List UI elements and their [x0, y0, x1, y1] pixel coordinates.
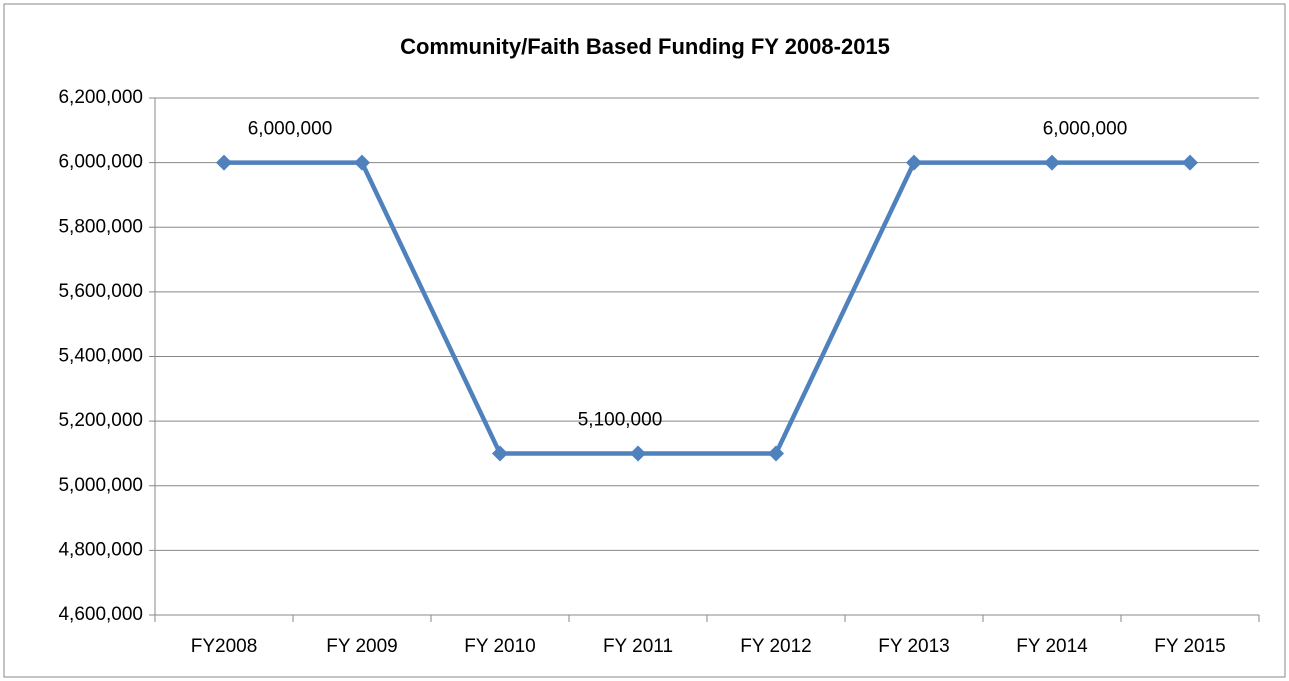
y-tick-label: 5,600,000 [58, 281, 143, 302]
x-tick-label: FY2008 [191, 636, 258, 657]
chart-border [3, 3, 1286, 678]
x-tick-label: FY 2013 [878, 636, 949, 657]
point-marker [1044, 154, 1060, 171]
x-tick-label: FY 2014 [1016, 636, 1088, 657]
y-tick-label: 5,000,000 [58, 475, 143, 496]
y-tick-label: 5,400,000 [58, 346, 143, 367]
y-tick-label: 6,200,000 [58, 87, 143, 108]
data-label: 6,000,000 [248, 119, 333, 140]
x-tick-label: FY 2012 [740, 636, 811, 657]
data-label: 5,100,000 [578, 409, 663, 430]
x-tick-label: FY 2015 [1154, 636, 1225, 657]
point-marker [1182, 154, 1198, 171]
series-line [224, 160, 1190, 456]
point-marker [354, 154, 370, 171]
x-tick-label: FY 2010 [464, 636, 535, 657]
data-label: 6,000,000 [1043, 119, 1128, 140]
point-marker [216, 154, 232, 171]
x-tick-label: FY 2009 [326, 636, 397, 657]
x-tick-label: FY 2011 [603, 636, 673, 657]
y-tick-label: 6,000,000 [58, 152, 143, 173]
y-tick-label: 4,600,000 [58, 604, 143, 625]
point-marker [630, 445, 646, 462]
y-tick-label: 5,200,000 [58, 410, 143, 431]
y-tick-label: 5,800,000 [58, 216, 143, 237]
point-marker [492, 445, 508, 462]
point-marker [768, 445, 784, 462]
chart-title: Community/Faith Based Funding FY 2008-20… [400, 34, 890, 59]
point-marker [906, 154, 922, 171]
y-tick-label: 4,800,000 [58, 539, 143, 560]
